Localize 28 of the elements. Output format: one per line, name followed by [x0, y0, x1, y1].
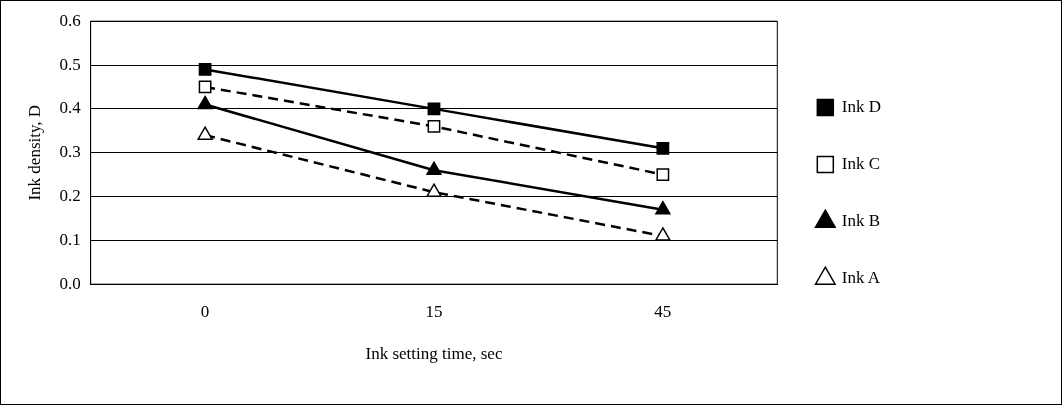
y-tick-label: 0.4: [59, 98, 82, 118]
point: [426, 183, 442, 197]
legend-label: Ink C: [841, 153, 881, 173]
legend-label: Ink A: [841, 267, 881, 287]
x-tick-label: 15: [425, 301, 443, 321]
point: [655, 200, 671, 215]
point: [427, 102, 441, 116]
point: [426, 161, 442, 175]
point: [656, 168, 670, 182]
point: [197, 126, 213, 140]
point: [198, 63, 212, 76]
y-tick-label: 0.5: [59, 54, 81, 74]
x-axis-title: Ink setting time, sec: [365, 344, 503, 364]
y-tick-label: 0.6: [59, 10, 81, 30]
y-axis-title: Ink density, D: [24, 104, 44, 201]
y-tick-label: 0.2: [59, 186, 81, 205]
y-tick-label: 0.1: [59, 229, 81, 249]
point: [198, 80, 212, 94]
legend-label: Ink D: [841, 96, 882, 116]
y-tick-label: 0.3: [59, 142, 81, 162]
x-tick-label: 45: [654, 301, 672, 321]
point: [427, 119, 441, 133]
point: [197, 95, 213, 110]
x-tick-label: 0: [200, 301, 210, 321]
point: [656, 141, 670, 155]
point: [655, 227, 671, 241]
y-tick-label: 0.0: [59, 273, 81, 293]
legend-label: Ink B: [841, 210, 881, 230]
